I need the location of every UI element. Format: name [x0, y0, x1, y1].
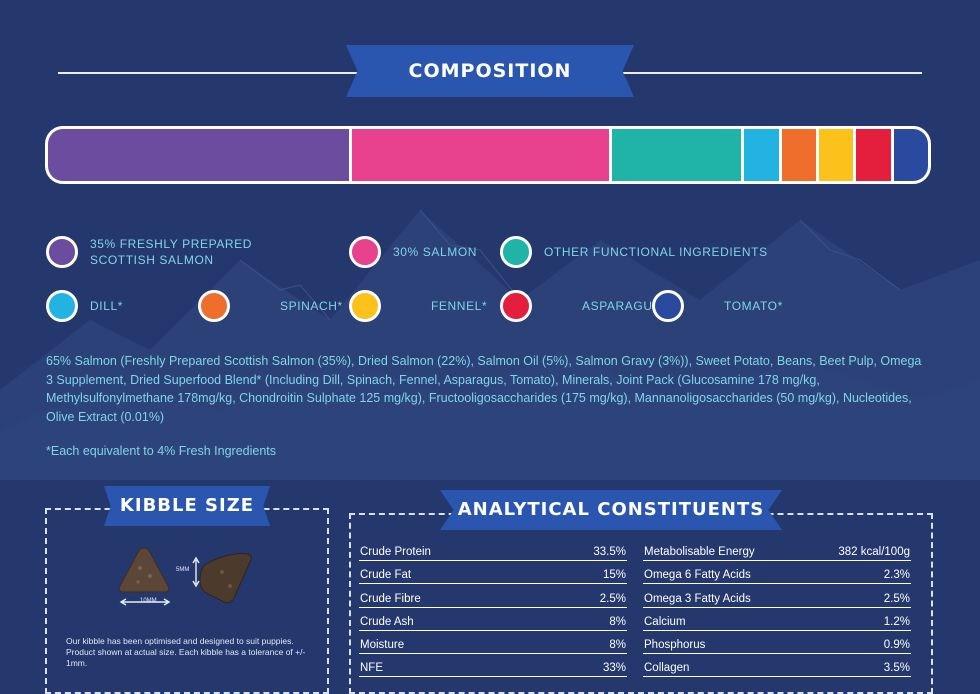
- legend-swatch: [349, 290, 381, 322]
- constituent-name: Crude Ash: [360, 615, 414, 628]
- constituent-name: Collagen: [644, 662, 690, 675]
- ingredients-footnote: *Each equivalent to 4% Fresh Ingredients: [46, 444, 276, 458]
- kibble-width-label: 10MM: [140, 598, 157, 604]
- legend-item: DILL*: [46, 290, 123, 322]
- header-rule-left: [58, 72, 358, 74]
- composition-segment-salmon: [351, 129, 613, 181]
- table-row: Metabolisable Energy 382 kcal/100g: [643, 538, 911, 562]
- legend-label: ASPARAGUS*: [582, 299, 667, 313]
- table-row: Omega 3 Fatty Acids 2.5%: [643, 584, 911, 608]
- legend-item: FENNEL*: [349, 290, 487, 322]
- table-row: Crude Fibre 2.5%: [359, 584, 627, 608]
- composition-segment-salmon-fresh: [48, 129, 352, 181]
- composition-segment-spinach: [781, 129, 819, 181]
- legend-swatch: [46, 236, 78, 268]
- kibble-note: Our kibble has been optimised and design…: [66, 636, 306, 668]
- constituent-value: 33%: [602, 662, 626, 675]
- constituent-name: Crude Fibre: [360, 592, 421, 605]
- table-row: Collagen 3.5%: [643, 654, 911, 678]
- kibble-front-shape: [118, 547, 170, 593]
- analytical-title-ribbon: ANALYTICAL CONSTITUENTS: [440, 490, 782, 530]
- constituent-value: 1.2%: [883, 615, 910, 628]
- legend-swatch: [349, 236, 381, 268]
- table-row: NFE 33%: [359, 654, 627, 678]
- legend-swatch: [500, 290, 532, 322]
- kibble-side-shape: [199, 553, 252, 604]
- composition-segment-asparagus: [856, 129, 894, 181]
- legend-item: SPINACH*: [198, 290, 343, 322]
- constituent-value: 2.5%: [599, 592, 626, 605]
- table-row: Calcium 1.2%: [643, 608, 911, 631]
- constituent-name: NFE: [360, 662, 383, 675]
- composition-segment-tomato: [893, 129, 928, 181]
- composition-title-ribbon: COMPOSITION: [346, 45, 634, 97]
- legend-item: ASPARAGUS*: [500, 290, 666, 322]
- constituent-value: 15%: [602, 569, 626, 582]
- table-row: Moisture 8%: [359, 631, 627, 654]
- composition-bar: [45, 126, 931, 184]
- header-rule-right: [622, 72, 922, 74]
- constituent-value: 382 kcal/100g: [838, 546, 910, 559]
- kibble-title-ribbon: KIBBLE SIZE: [104, 486, 270, 526]
- constituent-name: Crude Protein: [360, 546, 431, 559]
- constituent-value: 8%: [609, 615, 626, 628]
- legend-item: TOMATO*: [652, 290, 783, 322]
- legend-item: 35% FRESHLY PREPARED SCOTTISH SALMON: [46, 236, 320, 268]
- constituent-value: 33.5%: [593, 546, 626, 559]
- constituent-name: Moisture: [360, 638, 405, 651]
- table-row: Crude Fat 15%: [359, 561, 627, 585]
- kibble-illustration: [118, 547, 252, 606]
- legend-label: 35% FRESHLY PREPARED SCOTTISH SALMON: [90, 237, 253, 267]
- constituent-value: 8%: [609, 638, 626, 651]
- legend-label: SPINACH*: [280, 299, 343, 313]
- analytical-table-right: Metabolisable Energy 382 kcal/100g Omega 6…: [643, 538, 911, 678]
- table-row: Phosphorus 0.9%: [643, 631, 911, 654]
- constituent-name: Omega 3 Fatty Acids: [644, 592, 751, 605]
- constituent-name: Calcium: [644, 615, 686, 628]
- legend-item: 30% SALMON: [349, 236, 477, 268]
- legend-label: OTHER FUNCTIONAL INGREDIENTS: [544, 245, 768, 259]
- table-row: Omega 6 Fatty Acids 2.3%: [643, 561, 911, 585]
- legend-label: FENNEL*: [431, 299, 488, 313]
- background-mountains: [0, 209, 980, 480]
- composition-segment-dill: [744, 129, 782, 181]
- legend-swatch: [500, 236, 532, 268]
- constituent-value: 2.3%: [883, 569, 910, 582]
- legend-swatch: [198, 290, 230, 322]
- constituent-name: Metabolisable Energy: [644, 546, 755, 559]
- legend-label: TOMATO*: [724, 299, 783, 313]
- table-row: Crude Ash 8%: [359, 608, 627, 631]
- constituent-name: Crude Fat: [360, 569, 412, 582]
- legend-swatch: [652, 290, 684, 322]
- composition-title: COMPOSITION: [408, 60, 572, 82]
- table-row: Crude Protein 33.5%: [359, 538, 627, 562]
- constituent-value: 0.9%: [883, 638, 910, 651]
- legend-item: OTHER FUNCTIONAL INGREDIENTS: [500, 236, 768, 268]
- analytical-title: ANALYTICAL CONSTITUENTS: [457, 499, 765, 520]
- kibble-height-label: 5MM: [176, 567, 190, 573]
- constituent-name: Omega 6 Fatty Acids: [644, 569, 751, 582]
- composition-segment-other-functional: [612, 129, 745, 181]
- legend-label: DILL*: [90, 299, 124, 313]
- legend-label: 30% SALMON: [393, 245, 478, 259]
- constituent-name: Phosphorus: [644, 638, 706, 651]
- composition-segment-fennel: [818, 129, 857, 181]
- kibble-title: KIBBLE SIZE: [119, 495, 255, 516]
- constituent-value: 2.5%: [883, 592, 910, 605]
- legend-swatch: [46, 290, 78, 322]
- analytical-table-left: Crude Protein 33.5% Crude Fat 15% Crude Fibr…: [359, 538, 627, 678]
- constituent-value: 3.5%: [883, 662, 910, 675]
- ingredients-text: 65% Salmon (Freshly Prepared Scottish Sa…: [46, 354, 922, 424]
